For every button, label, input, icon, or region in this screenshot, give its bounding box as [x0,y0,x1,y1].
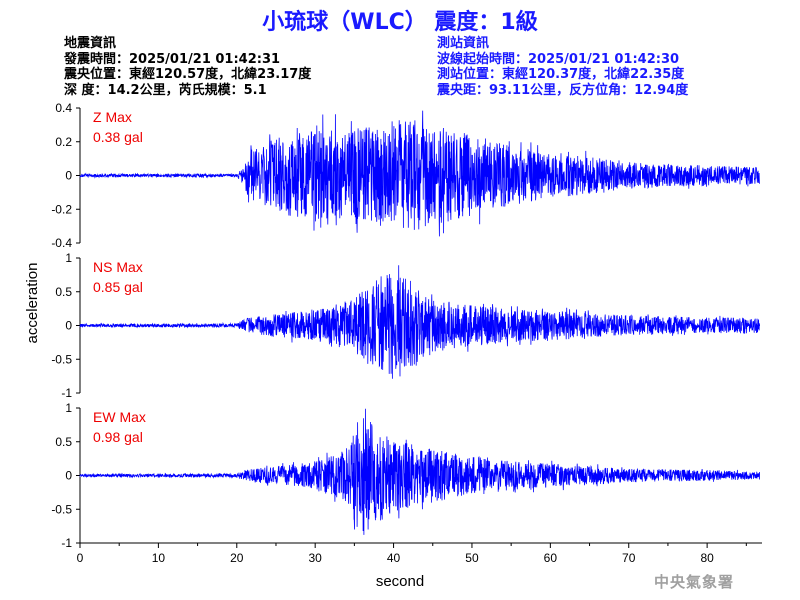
x-tick-label: 30 [308,551,322,565]
epicenter-location: 震央位置：東經120.57度，北緯23.17度 [64,67,312,82]
x-tick-label: 0 [77,551,84,565]
origin-time: 發震時間：2025/01/21 01:42:31 [64,51,281,67]
waveform-trace-z [79,110,760,237]
y-tick-label: -0.5 [51,352,72,366]
wave-start-time: 波線起始時間：2025/01/21 01:42:30 [437,51,680,67]
y-axis-label: acceleration [24,263,41,344]
y-tick-label: 1 [65,251,72,265]
max-label-z: Z Max [93,109,132,125]
station-info-heading: 測站資訊 [437,36,490,51]
y-tick-label: -1 [61,386,72,400]
x-tick-label: 70 [622,551,636,565]
x-tick-label: 60 [544,551,558,565]
waveform-trace-ns [79,265,760,379]
y-tick-label: 0 [65,469,72,483]
x-tick-label: 10 [152,551,166,565]
x-tick-label: 50 [465,551,479,565]
max-value-ew: 0.98 gal [93,429,143,445]
x-tick-label: 80 [700,551,714,565]
y-tick-label: -0.5 [51,502,72,516]
earthquake-info-heading: 地震資訊 [64,36,117,51]
y-tick-label: 0.5 [55,285,72,299]
agency-watermark: 中央氣象署 [654,573,735,591]
max-label-ns: NS Max [93,259,143,275]
y-tick-label: 0 [65,319,72,333]
max-value-ns: 0.85 gal [93,279,143,295]
y-tick-label: -0.2 [51,202,72,216]
earthquake-info: 地震資訊 發震時間：2025/01/21 01:42:31 震央位置：東經120… [64,36,311,98]
station-location: 測站位置：東經120.37度，北緯22.35度 [437,67,685,82]
epicentral-distance: 震央距：93.11公里，反方位角：12.94度 [437,82,689,98]
y-tick-label: 1 [65,401,72,415]
y-tick-label: 0 [65,169,72,183]
depth-magnitude: 深 度：14.2公里，芮氏規模：5.1 [64,82,267,98]
x-tick-label: 40 [387,551,401,565]
max-label-ew: EW Max [93,409,146,425]
max-value-z: 0.38 gal [93,129,143,145]
y-tick-label: 0.4 [55,101,72,115]
station-info: 測站資訊 波線起始時間：2025/01/21 01:42:30 測站位置：東經1… [437,36,688,98]
y-tick-label: 0.5 [55,435,72,449]
x-tick-label: 20 [230,551,244,565]
y-tick-label: -0.4 [51,236,72,250]
y-tick-label: 0.2 [55,135,72,149]
waveform-trace-ew [79,408,760,535]
chart-title: 小琉球（WLC） 震度：1級 [262,10,538,35]
y-tick-label: -1 [61,536,72,550]
x-axis-label: second [376,573,424,590]
